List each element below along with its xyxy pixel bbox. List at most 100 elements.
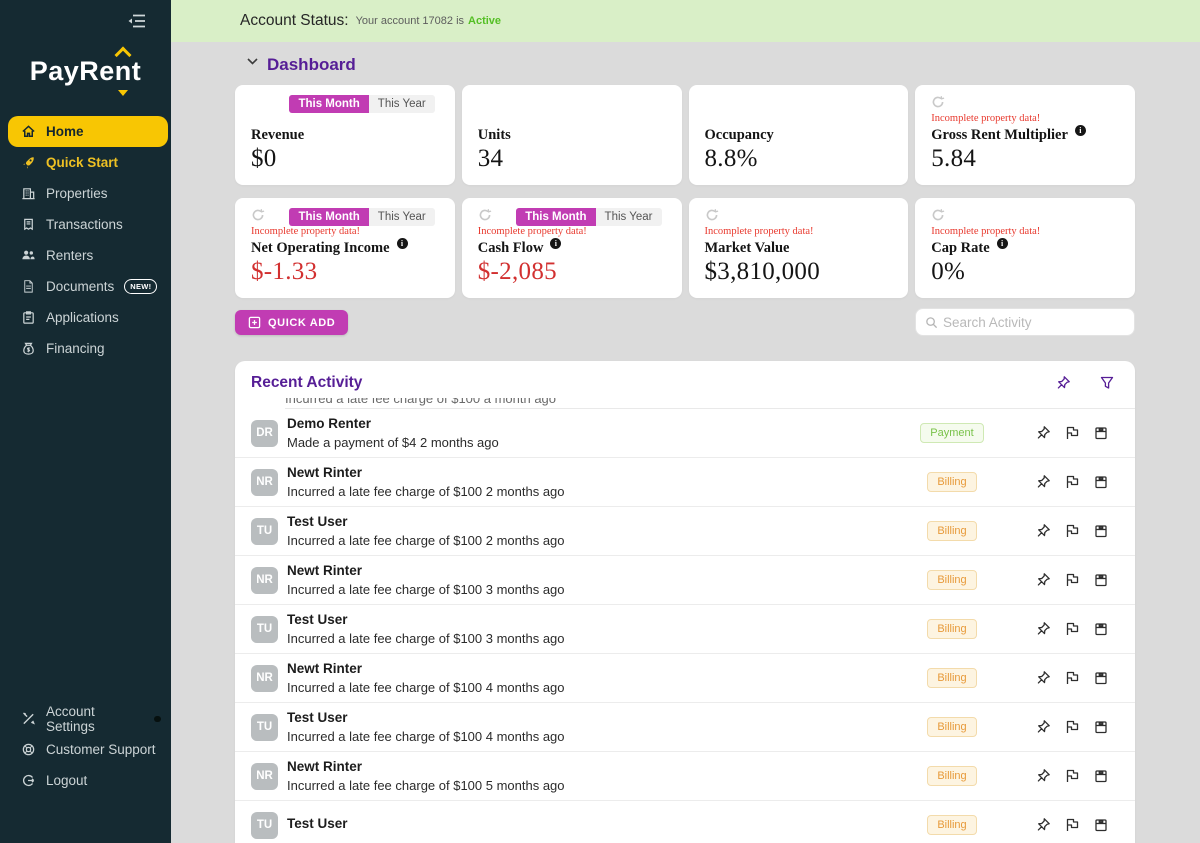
sidebar: PayRent Home Quick Start Properties Tran… xyxy=(0,0,171,843)
sidebar-item-logout[interactable]: Logout xyxy=(0,765,171,796)
archive-icon[interactable] xyxy=(1093,670,1109,686)
sidebar-item-quick-start[interactable]: Quick Start xyxy=(0,147,171,178)
plus-square-icon xyxy=(248,316,261,329)
sidebar-item-properties[interactable]: Properties xyxy=(0,178,171,209)
flag-icon[interactable] xyxy=(1064,768,1080,784)
document-icon xyxy=(20,279,36,295)
pin-icon[interactable] xyxy=(1035,572,1051,588)
pin-icon[interactable] xyxy=(1035,719,1051,735)
page-title: Dashboard xyxy=(267,55,356,74)
renter-name: Newt Rinter xyxy=(287,563,363,578)
archive-icon[interactable] xyxy=(1093,572,1109,588)
activity-row[interactable]: TU Test User Incurred a late fee charge o… xyxy=(235,703,1135,752)
refresh-icon[interactable] xyxy=(930,94,946,110)
renter-name: Test User xyxy=(287,710,348,725)
archive-icon[interactable] xyxy=(1093,768,1109,784)
building-icon xyxy=(20,186,36,202)
stat-card-market-value: Incomplete property data! Market Value $… xyxy=(688,198,909,298)
archive-icon[interactable] xyxy=(1093,621,1109,637)
info-icon[interactable] xyxy=(396,238,408,249)
info-icon[interactable] xyxy=(550,238,562,249)
sidebar-collapse-icon[interactable] xyxy=(127,12,147,30)
flag-icon[interactable] xyxy=(1064,670,1080,686)
sidebar-item-transactions[interactable]: Transactions xyxy=(0,209,171,240)
dashboard-header: Dashboard xyxy=(247,55,356,75)
filter-funnel-icon[interactable] xyxy=(1099,375,1115,391)
archive-icon[interactable] xyxy=(1093,425,1109,441)
avatar: NR xyxy=(251,664,278,692)
recent-activity-title: Recent Activity xyxy=(251,374,363,391)
renter-name: Demo Renter xyxy=(287,416,372,431)
toggle-this-month[interactable]: This Month xyxy=(289,95,369,113)
sidebar-item-customer-support[interactable]: Customer Support xyxy=(0,734,171,765)
toggle-this-year[interactable]: This Year xyxy=(377,211,426,223)
clipboard-icon xyxy=(20,310,36,326)
category-badge: Billing xyxy=(927,521,977,541)
period-toggle: This Month This Year xyxy=(516,208,662,226)
activity-description: Incurred a late fee charge of $100 5 mon… xyxy=(287,778,565,793)
activity-row[interactable]: TU Test User Incurred a late fee charge o… xyxy=(235,507,1135,556)
chevron-down-icon[interactable] xyxy=(247,57,258,65)
refresh-icon[interactable] xyxy=(704,207,720,223)
life-ring-icon xyxy=(20,742,36,758)
archive-icon[interactable] xyxy=(1093,817,1109,833)
pin-icon[interactable] xyxy=(1035,425,1051,441)
flag-icon[interactable] xyxy=(1064,719,1080,735)
archive-icon[interactable] xyxy=(1093,719,1109,735)
archive-icon[interactable] xyxy=(1093,523,1109,539)
sidebar-item-documents[interactable]: Documents NEW! xyxy=(0,271,171,302)
archive-icon[interactable] xyxy=(1093,474,1109,490)
pin-filter-icon[interactable] xyxy=(1055,375,1071,391)
stat-card-cash-flow: This Month This Year Incomplete property… xyxy=(461,198,682,298)
sidebar-item-renters[interactable]: Renters xyxy=(0,240,171,271)
info-icon[interactable] xyxy=(1074,125,1086,136)
sidebar-item-home[interactable]: Home xyxy=(8,116,168,147)
category-badge: Billing xyxy=(927,815,977,835)
category-badge: Billing xyxy=(927,619,977,639)
toggle-this-year[interactable]: This Year xyxy=(604,211,653,223)
search-input[interactable] xyxy=(943,314,1125,330)
incomplete-data-warning: Incomplete property data! xyxy=(931,113,1041,124)
activity-row[interactable]: TU Test User Billing xyxy=(235,801,1135,843)
receipt-icon xyxy=(20,217,36,233)
activity-row[interactable]: NR Newt Rinter Incurred a late fee charge… xyxy=(235,654,1135,703)
avatar: DR xyxy=(251,419,278,447)
activity-row[interactable]: NR Newt Rinter Incurred a late fee charge… xyxy=(235,556,1135,605)
period-toggle: This Month This Year xyxy=(289,95,435,113)
refresh-icon[interactable] xyxy=(477,207,493,223)
activity-row[interactable]: TU Test User Incurred a late fee charge o… xyxy=(235,605,1135,654)
activity-row[interactable]: NR Newt Rinter Incurred a late fee charge… xyxy=(235,752,1135,801)
activity-description: Incurred a late fee charge of $100 3 mon… xyxy=(287,631,565,646)
flag-icon[interactable] xyxy=(1064,621,1080,637)
pin-icon[interactable] xyxy=(1035,768,1051,784)
flag-icon[interactable] xyxy=(1064,425,1080,441)
activity-row[interactable]: NR Newt Rinter Incurred a late fee charge… xyxy=(235,458,1135,507)
stat-label: Net Operating Income xyxy=(251,238,439,257)
stat-value: $0 xyxy=(251,145,277,172)
toggle-this-year[interactable]: This Year xyxy=(377,98,426,110)
flag-icon[interactable] xyxy=(1064,572,1080,588)
pin-icon[interactable] xyxy=(1035,670,1051,686)
sidebar-item-account-settings[interactable]: Account Settings xyxy=(0,703,171,734)
flag-icon[interactable] xyxy=(1064,817,1080,833)
sidebar-item-applications[interactable]: Applications xyxy=(0,302,171,333)
refresh-icon[interactable] xyxy=(930,207,946,223)
toggle-this-month[interactable]: This Month xyxy=(289,208,369,226)
account-status-detail: Your account 17082 is xyxy=(355,15,465,27)
renter-name: Test User xyxy=(287,514,348,529)
account-status-bar: Account Status: Your account 17082 is Ac… xyxy=(171,0,1200,42)
stat-card-occupancy: Occupancy 8.8% xyxy=(688,85,909,185)
sidebar-item-financing[interactable]: Financing xyxy=(0,333,171,364)
pin-icon[interactable] xyxy=(1035,817,1051,833)
pin-icon[interactable] xyxy=(1035,474,1051,490)
info-icon[interactable] xyxy=(996,238,1008,249)
pin-icon[interactable] xyxy=(1035,621,1051,637)
pin-icon[interactable] xyxy=(1035,523,1051,539)
activity-row[interactable]: DR Demo Renter Made a payment of $4 2 mon… xyxy=(235,409,1135,458)
toggle-this-month[interactable]: This Month xyxy=(516,208,596,226)
stat-card-units: Units 34 xyxy=(461,85,682,185)
flag-icon[interactable] xyxy=(1064,523,1080,539)
quick-add-button[interactable]: QUICK ADD xyxy=(235,310,349,335)
flag-icon[interactable] xyxy=(1064,474,1080,490)
refresh-icon[interactable] xyxy=(250,207,266,223)
